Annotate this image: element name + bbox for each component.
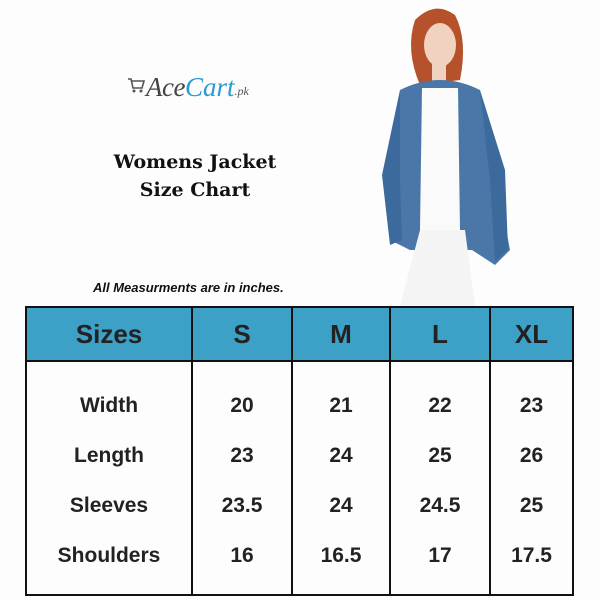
table-cell: 22 (389, 361, 491, 431)
table-row: Width 20 21 22 23 (25, 361, 574, 431)
shopping-cart-icon (128, 78, 146, 93)
logo-text-cart: Cart (184, 72, 235, 102)
table-cell: 24 (291, 431, 391, 481)
column-header: L (389, 306, 491, 362)
table-row: Shoulders 16 16.5 17 17.5 (25, 531, 574, 596)
table-cell: 17.5 (489, 531, 574, 596)
column-header: XL (489, 306, 574, 362)
model-photo (382, 8, 510, 306)
logo-suffix: .pk (234, 84, 249, 98)
table-cell: 25 (489, 481, 574, 531)
measurement-note: All Measurments are in inches. (93, 280, 284, 295)
table-header-row: Sizes S M L XL (25, 306, 574, 362)
table-cell: 23 (191, 431, 293, 481)
table-cell: 20 (191, 361, 293, 431)
logo-text-ace: Ace (146, 72, 185, 102)
table-cell: 25 (389, 431, 491, 481)
row-label: Shoulders (25, 531, 193, 596)
table-cell: 23.5 (191, 481, 293, 531)
table-cell: 16.5 (291, 531, 391, 596)
row-label: Length (25, 431, 193, 481)
table-cell: 24.5 (389, 481, 491, 531)
brand-logo: Ace Cart .pk (128, 72, 249, 103)
table-cell: 23 (489, 361, 574, 431)
column-header: S (191, 306, 293, 362)
title-line-1: Womens Jacket (113, 151, 277, 173)
table-cell: 26 (489, 431, 574, 481)
size-chart-table: Sizes S M L XL Width 20 21 22 23 Length … (25, 306, 574, 596)
column-header: M (291, 306, 391, 362)
table-cell: 16 (191, 531, 293, 596)
table-row: Sleeves 23.5 24 24.5 25 (25, 481, 574, 531)
title-line-2: Size Chart (139, 179, 251, 201)
row-label: Width (25, 361, 193, 431)
page-title: Womens Jacket Size Chart (90, 148, 300, 204)
table-cell: 21 (291, 361, 391, 431)
table-cell: 24 (291, 481, 391, 531)
row-label: Sleeves (25, 481, 193, 531)
table-cell: 17 (389, 531, 491, 596)
table-row: Length 23 24 25 26 (25, 431, 574, 481)
column-header: Sizes (25, 306, 193, 362)
